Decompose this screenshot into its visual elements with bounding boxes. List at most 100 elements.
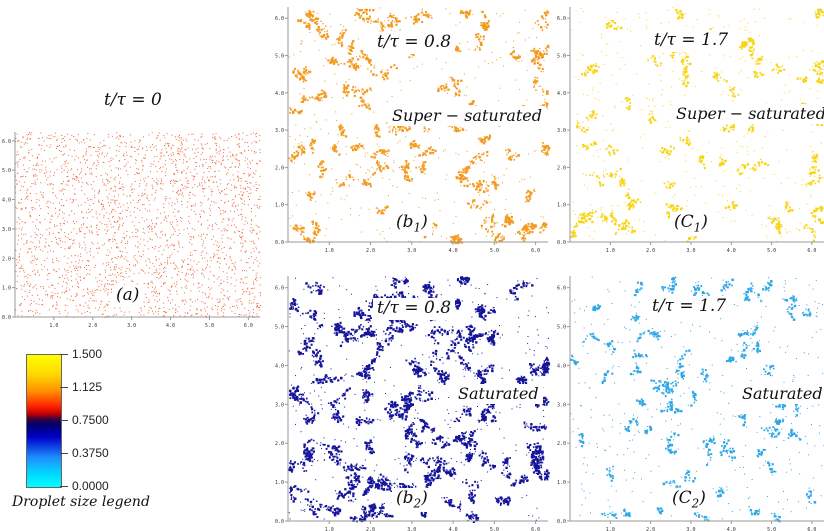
- x-tick-label: 3.0: [686, 527, 695, 531]
- state-label-b2: Saturated: [454, 384, 543, 405]
- y-tick-label: 2.0: [275, 165, 284, 171]
- y-tick-label: 3.0: [557, 402, 566, 408]
- time-label-a: t/τ = 0: [100, 90, 166, 112]
- y-tick-label: 2.0: [2, 256, 11, 262]
- y-tick-label: 4.0: [275, 363, 284, 369]
- legend-value: 0.3750: [72, 446, 109, 460]
- y-tick-label: 0.0: [275, 240, 284, 246]
- y-tick-label: 5.0: [557, 325, 566, 331]
- time-label-c1: t/τ = 1.7: [650, 30, 733, 52]
- panel-c2: 1.0 2.0 3.0 4.0 5.0 6.0 0.0 1.0 2.0 3.0 4.0 5.0 6.0 …: [552, 270, 824, 531]
- x-tick-label: 5.0: [767, 527, 776, 531]
- x-tick-label: 2.0: [646, 527, 655, 531]
- y-tick-label: 0.0: [557, 240, 566, 246]
- x-tick-label: 1.0: [606, 248, 615, 254]
- y-tick-label: 0.0: [2, 315, 11, 321]
- y-tick-label: 4.0: [2, 198, 11, 204]
- scatter-plot-b1: 1.0 2.0 3.0 4.0 5.0 6.0 0.0 1.0 2.0 3.0 4.0 5.0 6.0: [275, 7, 551, 254]
- y-tick-label: 1.0: [557, 480, 566, 486]
- panel-letter-a: (a): [112, 285, 144, 307]
- panel-a: 1.0 2.0 3.0 4.0 5.0 6.0 0.0 1.0 2.0 3.0 4.0 5.0 6.0 …: [0, 62, 265, 332]
- panel-b2: 1.0 2.0 3.0 4.0 5.0 6.0 0.0 1.0 2.0 3.0 4.0 5.0 6.0 …: [268, 270, 551, 531]
- y-tick-label: 6.0: [2, 139, 11, 145]
- y-tick-label: 1.0: [275, 480, 284, 486]
- droplet-size-legend: 1.500 1.125 0.7500 0.3750 0.0000 Droplet…: [12, 342, 262, 531]
- x-tick-label: 2.0: [366, 527, 375, 531]
- y-tick-label: 6.0: [557, 286, 566, 292]
- x-tick-label: 3.0: [686, 248, 695, 254]
- x-tick-label: 5.0: [490, 527, 499, 531]
- droplet-cloud: [15, 132, 261, 318]
- legend-value-min: 0.0000: [72, 479, 109, 493]
- y-tick-label: 2.0: [275, 441, 284, 447]
- legend-value-mid: 0.7500: [72, 413, 109, 427]
- legend-title: Droplet size legend: [12, 494, 150, 510]
- y-tick-label: 4.0: [557, 363, 566, 369]
- x-tick-label: 1.0: [325, 248, 334, 254]
- state-label-b1: Super − saturated: [388, 106, 547, 127]
- color-scale-bar: [26, 354, 62, 488]
- y-tick-label: 6.0: [275, 286, 284, 292]
- y-tick-label: 6.0: [557, 16, 566, 22]
- panel-letter-b1: (b1): [392, 212, 432, 237]
- y-tick-label: 1.0: [557, 203, 566, 209]
- x-tick-label: 2.0: [646, 248, 655, 254]
- x-tick-label: 4.0: [727, 248, 736, 254]
- state-label-c1: Super − saturated: [672, 104, 824, 125]
- x-tick-label: 4.0: [727, 527, 736, 531]
- y-tick-label: 4.0: [557, 91, 566, 97]
- time-label-c2: t/τ = 1.7: [648, 296, 731, 318]
- legend-tick: [60, 486, 68, 487]
- scatter-plot-c1: 1.0 2.0 3.0 4.0 5.0 6.0 0.0 1.0 2.0 3.0 4.0 5.0 6.0: [557, 7, 824, 254]
- y-tick-label: 3.0: [275, 402, 284, 408]
- x-tick-label: 6.0: [807, 248, 816, 254]
- legend-tick: [60, 387, 68, 388]
- x-tick-label: 3.0: [407, 527, 416, 531]
- panel-letter-b2: (b2): [392, 488, 432, 513]
- y-tick-label: 0.0: [275, 519, 284, 525]
- legend-tick: [60, 420, 68, 421]
- y-tick-label: 5.0: [557, 53, 566, 59]
- y-tick-label: 5.0: [2, 168, 11, 174]
- y-tick-label: 5.0: [275, 325, 284, 331]
- y-tick-label: 4.0: [275, 91, 284, 97]
- scatter-plot-a: 1.0 2.0 3.0 4.0 5.0 6.0 0.0 1.0 2.0 3.0 4.0 5.0 6.0: [2, 132, 261, 329]
- x-tick-label: 1.0: [606, 527, 615, 531]
- y-tick-label: 5.0: [275, 53, 284, 59]
- x-tick-label: 1.0: [49, 323, 58, 329]
- legend-value-max: 1.500: [72, 347, 103, 361]
- y-tick-label: 1.0: [275, 203, 284, 209]
- x-tick-label: 2.0: [88, 323, 97, 329]
- y-tick-label: 1.0: [2, 286, 11, 292]
- droplet-cloud: [288, 7, 551, 245]
- x-tick-label: 2.0: [366, 248, 375, 254]
- x-tick-label: 4.0: [449, 527, 458, 531]
- x-tick-label: 4.0: [449, 248, 458, 254]
- y-tick-label: 3.0: [2, 227, 11, 233]
- x-tick-label: 1.0: [325, 527, 334, 531]
- y-tick-label: 3.0: [275, 128, 284, 134]
- x-tick-label: 5.0: [767, 248, 776, 254]
- x-tick-label: 6.0: [244, 323, 253, 329]
- state-label-c2: Saturated: [738, 384, 824, 405]
- y-tick-label: 2.0: [557, 441, 566, 447]
- x-tick-label: 6.0: [531, 248, 540, 254]
- x-tick-label: 5.0: [490, 248, 499, 254]
- legend-tick: [60, 354, 68, 355]
- legend-value: 1.125: [72, 380, 103, 394]
- y-tick-label: 2.0: [557, 165, 566, 171]
- y-tick-label: 0.0: [557, 519, 566, 525]
- x-tick-label: 3.0: [127, 323, 136, 329]
- x-tick-label: 3.0: [407, 248, 416, 254]
- time-label-b2: t/τ = 0.8: [373, 298, 456, 320]
- panel-letter-c2: (C2): [668, 488, 710, 513]
- x-tick-label: 5.0: [205, 323, 214, 329]
- time-label-b1: t/τ = 0.8: [373, 32, 456, 54]
- x-tick-label: 6.0: [531, 527, 540, 531]
- panel-c1: 1.0 2.0 3.0 4.0 5.0 6.0 0.0 1.0 2.0 3.0 4.0 5.0 6.0 …: [552, 0, 824, 262]
- x-tick-label: 6.0: [807, 527, 816, 531]
- y-tick-label: 3.0: [557, 128, 566, 134]
- panel-b1: 1.0 2.0 3.0 4.0 5.0 6.0 0.0 1.0 2.0 3.0 4.0 5.0 6.0 …: [268, 0, 551, 262]
- legend-tick: [60, 453, 68, 454]
- droplet-cloud: [570, 7, 824, 243]
